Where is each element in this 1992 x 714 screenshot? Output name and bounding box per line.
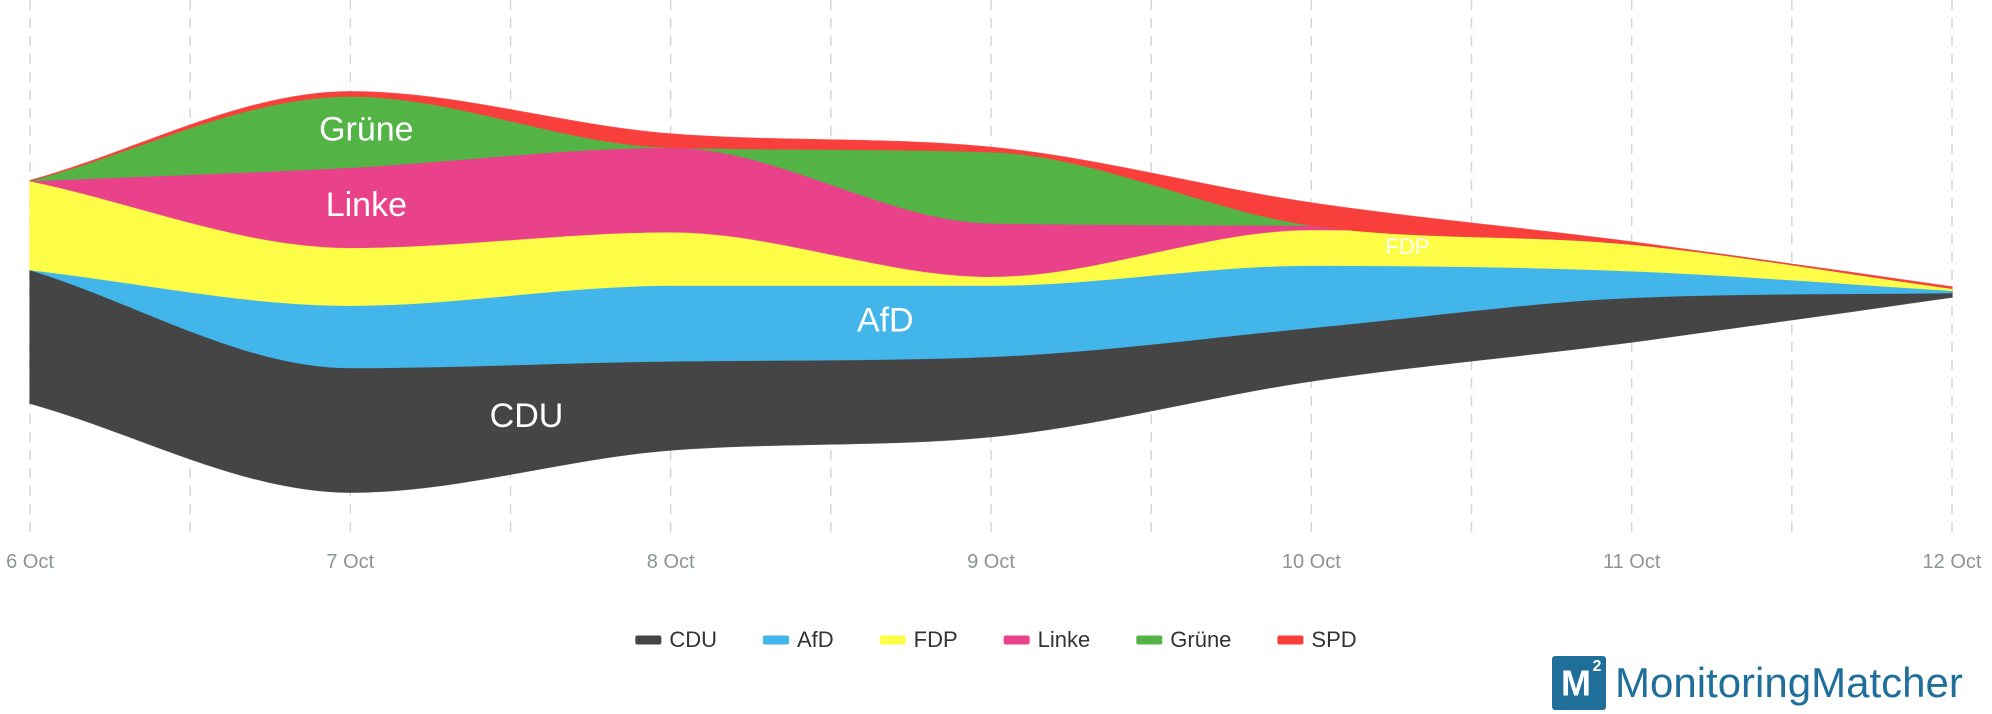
legend-label: CDU bbox=[669, 627, 717, 652]
brand-logo: M 2 MonitoringMatcher bbox=[1552, 656, 1963, 710]
legend-swatch bbox=[1136, 635, 1163, 645]
legend-item[interactable]: Grüne bbox=[1136, 627, 1231, 652]
legend-label: AfD bbox=[797, 627, 834, 652]
legend: CDU AfD FDP Linke Grüne SPD bbox=[635, 627, 1357, 652]
stream-areas bbox=[29, 91, 1953, 493]
x-tick-label: 8 Oct bbox=[647, 551, 695, 573]
logo-letter: M bbox=[1561, 663, 1591, 704]
stream-label-cdu: CDU bbox=[490, 397, 564, 435]
legend-swatch bbox=[1277, 635, 1304, 645]
legend-label: Grüne bbox=[1170, 627, 1231, 652]
x-axis-ticks: 6 Oct 7 Oct 8 Oct 9 Oct 10 Oct 11 Oct 12 Oct bbox=[6, 551, 1982, 573]
legend-swatch bbox=[635, 635, 662, 645]
legend-item[interactable]: FDP bbox=[879, 627, 958, 652]
legend-swatch bbox=[1003, 635, 1030, 645]
legend-item[interactable]: CDU bbox=[635, 627, 717, 652]
logo-box bbox=[1552, 656, 1606, 710]
legend-label: FDP bbox=[914, 627, 958, 652]
x-tick-label: 6 Oct bbox=[6, 551, 54, 573]
legend-label: SPD bbox=[1311, 627, 1356, 652]
x-tick-label: 11 Oct bbox=[1603, 551, 1661, 573]
legend-item[interactable]: SPD bbox=[1277, 627, 1357, 652]
legend-swatch bbox=[762, 635, 789, 645]
x-tick-label: 7 Oct bbox=[326, 551, 374, 573]
stream-label-gr-ne: Grüne bbox=[319, 111, 414, 149]
x-tick-label: 12 Oct bbox=[1923, 551, 1982, 573]
stream-label-afd: AfD bbox=[857, 301, 914, 339]
logo-superscript: 2 bbox=[1593, 658, 1602, 675]
stream-label-fdp: FDP bbox=[1385, 234, 1429, 259]
x-tick-label: 10 Oct bbox=[1282, 551, 1341, 573]
stream-area-spd bbox=[29, 91, 1953, 289]
legend-swatch bbox=[879, 635, 906, 645]
stream-labels: CDU AfD Linke Grüne FDP bbox=[319, 111, 1429, 435]
legend-item[interactable]: Linke bbox=[1003, 627, 1091, 652]
stream-label-linke: Linke bbox=[326, 186, 407, 224]
brand-name: MonitoringMatcher bbox=[1615, 659, 1963, 706]
x-tick-label: 9 Oct bbox=[967, 551, 1015, 573]
legend-label: Linke bbox=[1038, 627, 1091, 652]
legend-item[interactable]: AfD bbox=[762, 627, 834, 652]
